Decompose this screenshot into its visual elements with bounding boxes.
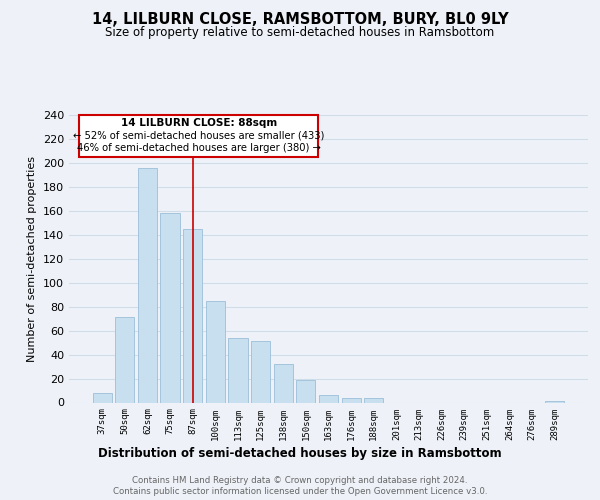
Text: Contains public sector information licensed under the Open Government Licence v3: Contains public sector information licen… bbox=[113, 488, 487, 496]
Bar bbox=[296, 380, 316, 402]
Text: ← 52% of semi-detached houses are smaller (433): ← 52% of semi-detached houses are smalle… bbox=[73, 130, 325, 140]
Bar bbox=[160, 213, 180, 402]
Y-axis label: Number of semi-detached properties: Number of semi-detached properties bbox=[28, 156, 37, 362]
Text: Contains HM Land Registry data © Crown copyright and database right 2024.: Contains HM Land Registry data © Crown c… bbox=[132, 476, 468, 485]
Bar bbox=[274, 364, 293, 403]
Bar bbox=[319, 396, 338, 402]
Bar bbox=[229, 338, 248, 402]
Text: 14 LILBURN CLOSE: 88sqm: 14 LILBURN CLOSE: 88sqm bbox=[121, 118, 277, 128]
Text: Distribution of semi-detached houses by size in Ramsbottom: Distribution of semi-detached houses by … bbox=[98, 448, 502, 460]
Bar bbox=[138, 168, 157, 402]
Text: 14, LILBURN CLOSE, RAMSBOTTOM, BURY, BL0 9LY: 14, LILBURN CLOSE, RAMSBOTTOM, BURY, BL0… bbox=[92, 12, 508, 28]
Bar bbox=[92, 393, 112, 402]
Bar bbox=[183, 229, 202, 402]
Bar bbox=[364, 398, 383, 402]
Text: Size of property relative to semi-detached houses in Ramsbottom: Size of property relative to semi-detach… bbox=[106, 26, 494, 39]
Bar bbox=[251, 342, 270, 402]
Bar bbox=[115, 318, 134, 402]
Bar bbox=[206, 300, 225, 402]
Text: 46% of semi-detached houses are larger (380) →: 46% of semi-detached houses are larger (… bbox=[77, 142, 320, 152]
Bar bbox=[341, 398, 361, 402]
